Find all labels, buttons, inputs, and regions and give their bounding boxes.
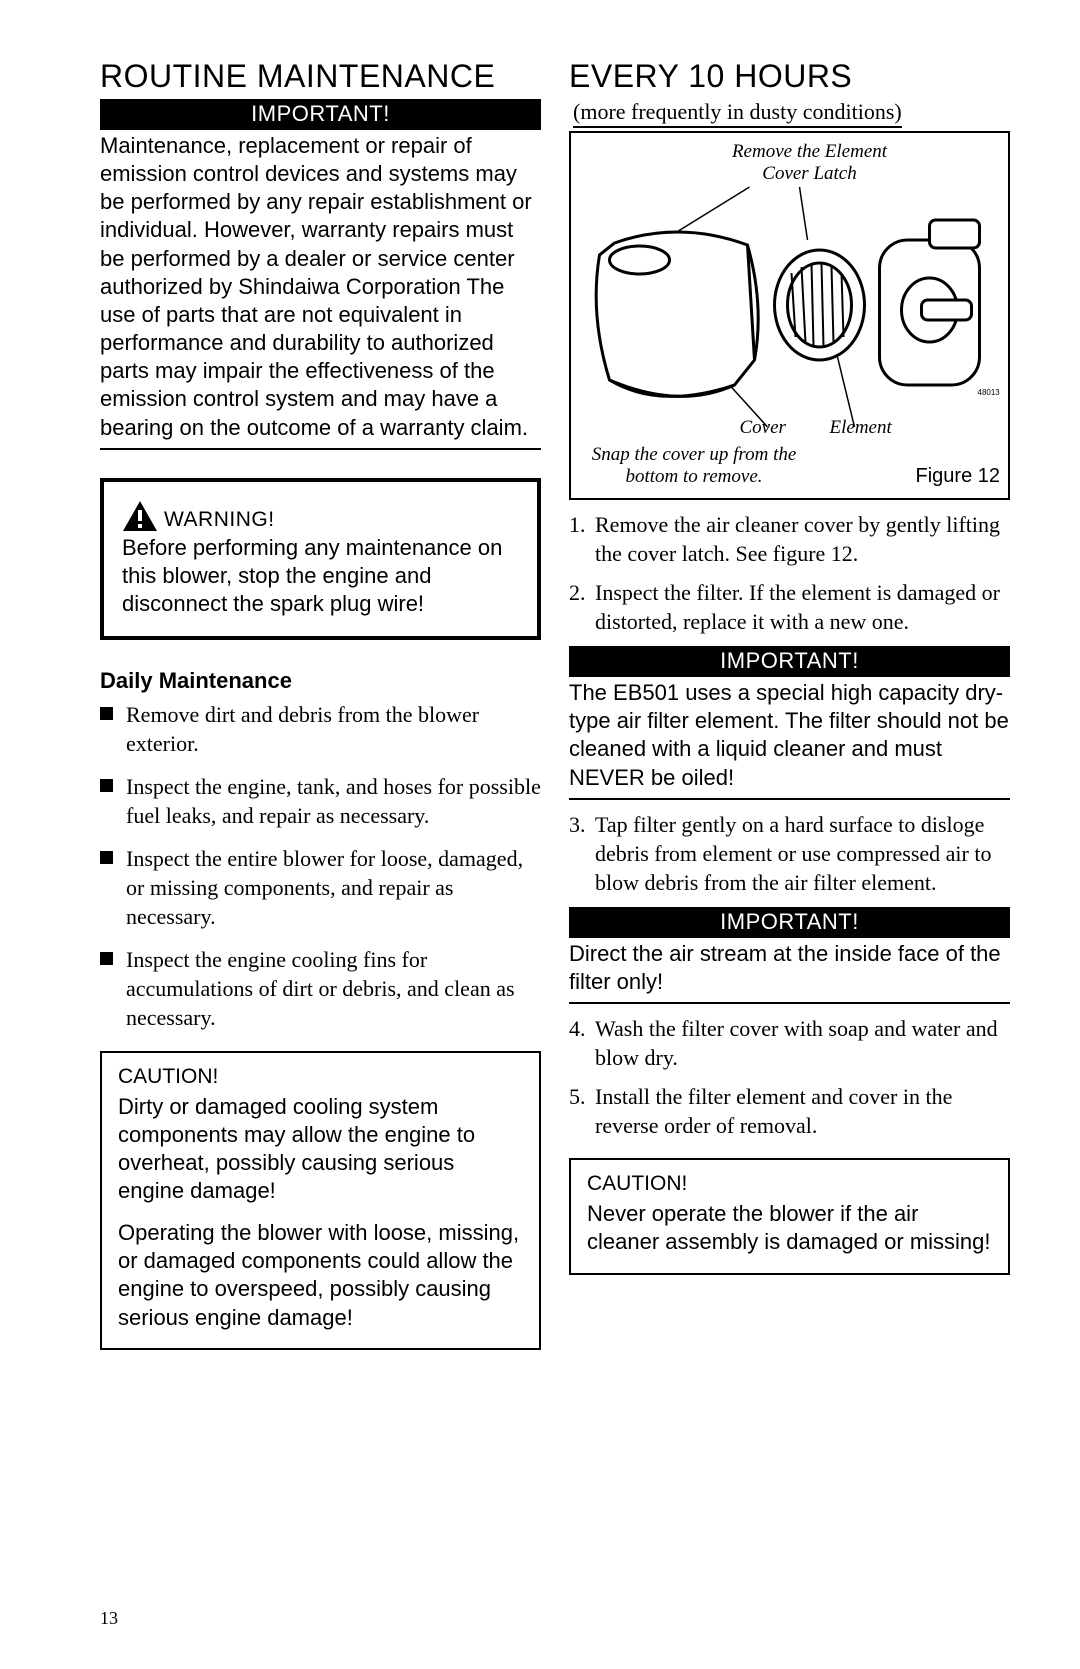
caution-box-left: CAUTION! Dirty or damaged cooling system…: [100, 1051, 541, 1350]
heading-routine-maintenance: ROUTINE MAINTENANCE: [100, 58, 541, 95]
figure-12-box: Remove the Element Cover Latch: [569, 131, 1010, 500]
step-item: Inspect the filter. If the element is da…: [569, 578, 1010, 636]
heading-every-10-hours: EVERY 10 HOURS: [569, 58, 1010, 95]
step-item: Wash the filter cover with soap and wate…: [569, 1014, 1010, 1072]
important-text-1: Maintenance, replacement or repair of em…: [100, 132, 541, 442]
daily-maintenance-heading: Daily Maintenance: [100, 668, 541, 694]
label-cover-latch: Cover Latch: [619, 163, 1000, 185]
subtitle-dusty: (more frequently in dusty conditions): [569, 99, 1010, 125]
steps-list-c: Wash the filter cover with soap and wate…: [569, 1014, 1010, 1140]
page-number: 13: [100, 1608, 118, 1629]
figure-small-number: 48013: [978, 388, 1001, 397]
step-item: Tap filter gently on a hard surface to d…: [569, 810, 1010, 897]
label-element: Element: [829, 417, 893, 435]
divider: [569, 1002, 1010, 1004]
right-column: EVERY 10 HOURS (more frequently in dusty…: [569, 58, 1010, 1350]
list-item: Remove dirt and debris from the blower e…: [100, 700, 541, 758]
divider: [569, 798, 1010, 800]
warning-text: Before performing any maintenance on thi…: [122, 534, 519, 618]
figure-number: Figure 12: [916, 465, 1001, 488]
left-column: ROUTINE MAINTENANCE IMPORTANT! Maintenan…: [100, 58, 541, 1350]
caution-text-p2: Operating the blower with loose, missing…: [118, 1219, 523, 1332]
list-item: Inspect the entire blower for loose, dam…: [100, 844, 541, 931]
warning-box: WARNING! Before performing any maintenan…: [100, 478, 541, 640]
important-text-3: Direct the air stream at the inside face…: [569, 940, 1010, 996]
divider: [100, 448, 541, 450]
label-cover: Cover: [740, 417, 787, 435]
snap-caption: Snap the cover up from the bottom to rem…: [579, 444, 809, 488]
important-bar-2: IMPORTANT!: [569, 646, 1010, 677]
list-item: Inspect the engine cooling fins for accu…: [100, 945, 541, 1032]
caution-text: Never operate the blower if the air clea…: [587, 1200, 992, 1256]
caution-text-p1: Dirty or damaged cooling system componen…: [118, 1093, 523, 1206]
warning-label: WARNING!: [164, 508, 275, 532]
steps-list-a: Remove the air cleaner cover by gently l…: [569, 510, 1010, 636]
steps-list-b: Tap filter gently on a hard surface to d…: [569, 810, 1010, 897]
daily-maintenance-list: Remove dirt and debris from the blower e…: [100, 700, 541, 1032]
important-bar-3: IMPORTANT!: [569, 907, 1010, 938]
warning-triangle-icon: [122, 500, 158, 532]
list-item: Inspect the engine, tank, and hoses for …: [100, 772, 541, 830]
important-text-2: The EB501 uses a special high capacity d…: [569, 679, 1010, 792]
air-filter-diagram: 48013 Cover Element: [579, 185, 1000, 435]
caution-label: CAUTION!: [118, 1065, 523, 1089]
caution-box-right: CAUTION! Never operate the blower if the…: [569, 1158, 1010, 1274]
caution-label: CAUTION!: [587, 1172, 992, 1196]
step-item: Remove the air cleaner cover by gently l…: [569, 510, 1010, 568]
step-item: Install the filter element and cover in …: [569, 1082, 1010, 1140]
figure-title: Remove the Element: [619, 141, 1000, 163]
important-bar-1: IMPORTANT!: [100, 99, 541, 130]
